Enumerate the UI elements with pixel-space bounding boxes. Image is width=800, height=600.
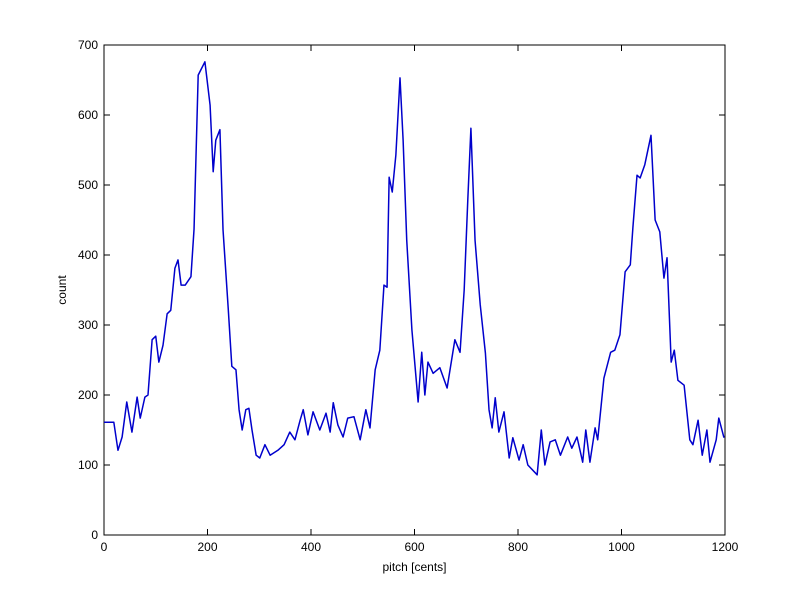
y-tick-label: 600: [78, 108, 98, 122]
x-tick-label: 0: [101, 540, 108, 554]
y-tick-label: 700: [78, 38, 98, 52]
x-tick-label: 800: [508, 540, 528, 554]
y-tick-label: 400: [78, 248, 98, 262]
y-tick-label: 0: [91, 528, 98, 542]
y-tick-label: 100: [78, 458, 98, 472]
x-tick-label: 600: [404, 540, 424, 554]
x-tick-label: 400: [301, 540, 321, 554]
y-tick-label: 200: [78, 388, 98, 402]
data-line: [104, 61, 725, 476]
x-tick-label: 200: [197, 540, 217, 554]
plot-frame: [103, 44, 726, 536]
y-axis-label: count: [55, 275, 69, 305]
y-tick-label: 500: [78, 178, 98, 192]
y-tick-label: 300: [78, 318, 98, 332]
x-tick-label: 1000: [608, 540, 635, 554]
x-axis-label: pitch [cents]: [382, 560, 446, 574]
x-tick-label: 1200: [712, 540, 739, 554]
